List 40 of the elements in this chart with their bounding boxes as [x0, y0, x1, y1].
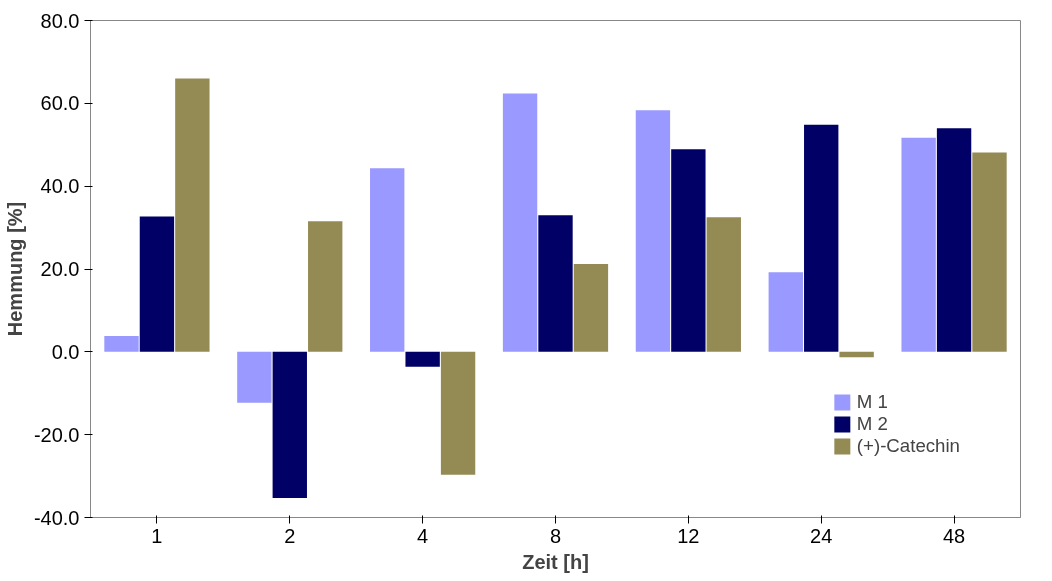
bar	[901, 137, 936, 352]
x-tick-label: 48	[942, 524, 966, 547]
bar	[804, 124, 839, 352]
y-tick-label: 20.0	[40, 258, 80, 280]
y-tick-label: 0.0	[51, 340, 80, 363]
bar	[671, 149, 706, 352]
x-tick-label: 24	[810, 524, 833, 547]
x-axis-title: Zeit [h]	[522, 550, 589, 573]
bar	[139, 216, 175, 352]
y-tick-label: 80.0	[40, 9, 80, 32]
bar	[237, 351, 272, 403]
bar	[440, 351, 476, 475]
bar	[538, 215, 573, 352]
bar	[175, 78, 210, 352]
y-tick-label: 60.0	[40, 92, 80, 115]
bar	[635, 110, 671, 352]
bar	[502, 93, 538, 352]
bar	[839, 351, 874, 358]
bar	[370, 168, 405, 352]
bar	[308, 221, 343, 352]
bar	[573, 264, 609, 352]
bar	[104, 336, 139, 352]
x-tick-label: 8	[549, 524, 562, 547]
x-tick-label: 4	[417, 524, 429, 547]
x-tick-label: 12	[677, 524, 700, 547]
y-tick-label: 40.0	[40, 175, 80, 198]
x-tick-label: 2	[284, 524, 296, 547]
legend-label: (+)-Catechin	[856, 435, 960, 457]
y-tick-label: -40.0	[33, 506, 80, 529]
bar	[272, 351, 307, 499]
legend-label: M 1	[856, 391, 888, 413]
x-tick-label: 1	[151, 524, 163, 547]
bar	[936, 128, 972, 352]
bar	[706, 217, 741, 352]
y-axis-title: Hemmung [%]	[3, 201, 26, 337]
y-tick-label: -20.0	[33, 423, 80, 446]
bar	[768, 272, 803, 352]
bar	[405, 351, 440, 367]
bar	[972, 152, 1007, 352]
legend-label: M 2	[856, 413, 888, 435]
